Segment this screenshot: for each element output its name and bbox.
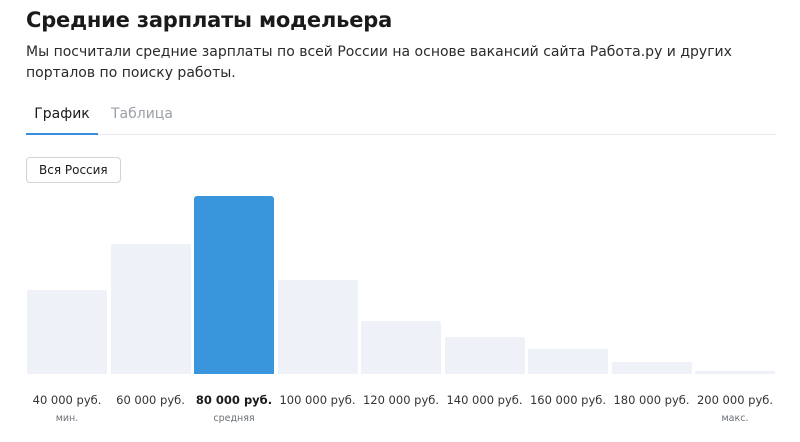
histogram-tick-label: 140 000 руб. bbox=[446, 393, 523, 407]
histogram-tick-label: 80 000 руб. bbox=[195, 393, 273, 407]
histogram-bar[interactable] bbox=[611, 361, 692, 374]
histogram-bar[interactable] bbox=[194, 196, 274, 374]
page-title: Средние зарплаты модельера bbox=[26, 8, 393, 32]
tab-graph[interactable]: График bbox=[26, 102, 98, 135]
histogram-tick-label: 180 000 руб. bbox=[613, 393, 690, 407]
histogram-bar[interactable] bbox=[444, 336, 525, 374]
histogram-bar[interactable] bbox=[528, 349, 608, 374]
view-tabs: График Таблица bbox=[26, 102, 776, 135]
page-description: Мы посчитали средние зарплаты по всей Ро… bbox=[26, 44, 732, 81]
histogram-tick-label: 120 000 руб. bbox=[362, 393, 440, 407]
histogram-tick-label: 60 000 руб. bbox=[116, 393, 185, 407]
histogram-tick-label: 100 000 руб. bbox=[279, 393, 356, 407]
histogram-bar[interactable] bbox=[27, 290, 107, 374]
histogram-bar[interactable] bbox=[110, 244, 191, 374]
histogram-tick-label: 160 000 руб. bbox=[529, 393, 607, 407]
histogram-tick-note: средняя bbox=[213, 413, 255, 424]
histogram-bar[interactable] bbox=[695, 371, 775, 374]
histogram-tick-label: 200 000 руб. bbox=[696, 393, 774, 407]
histogram-bar[interactable] bbox=[361, 320, 441, 374]
histogram-tick-note: макс. bbox=[721, 413, 749, 424]
tab-table[interactable]: Таблица bbox=[111, 106, 173, 122]
histogram-tick-note: мин. bbox=[55, 413, 79, 424]
region-select-button[interactable]: Вся Россия bbox=[26, 157, 121, 183]
histogram-bar[interactable] bbox=[277, 279, 358, 374]
histogram-tick-label: 40 000 руб. bbox=[32, 393, 102, 407]
